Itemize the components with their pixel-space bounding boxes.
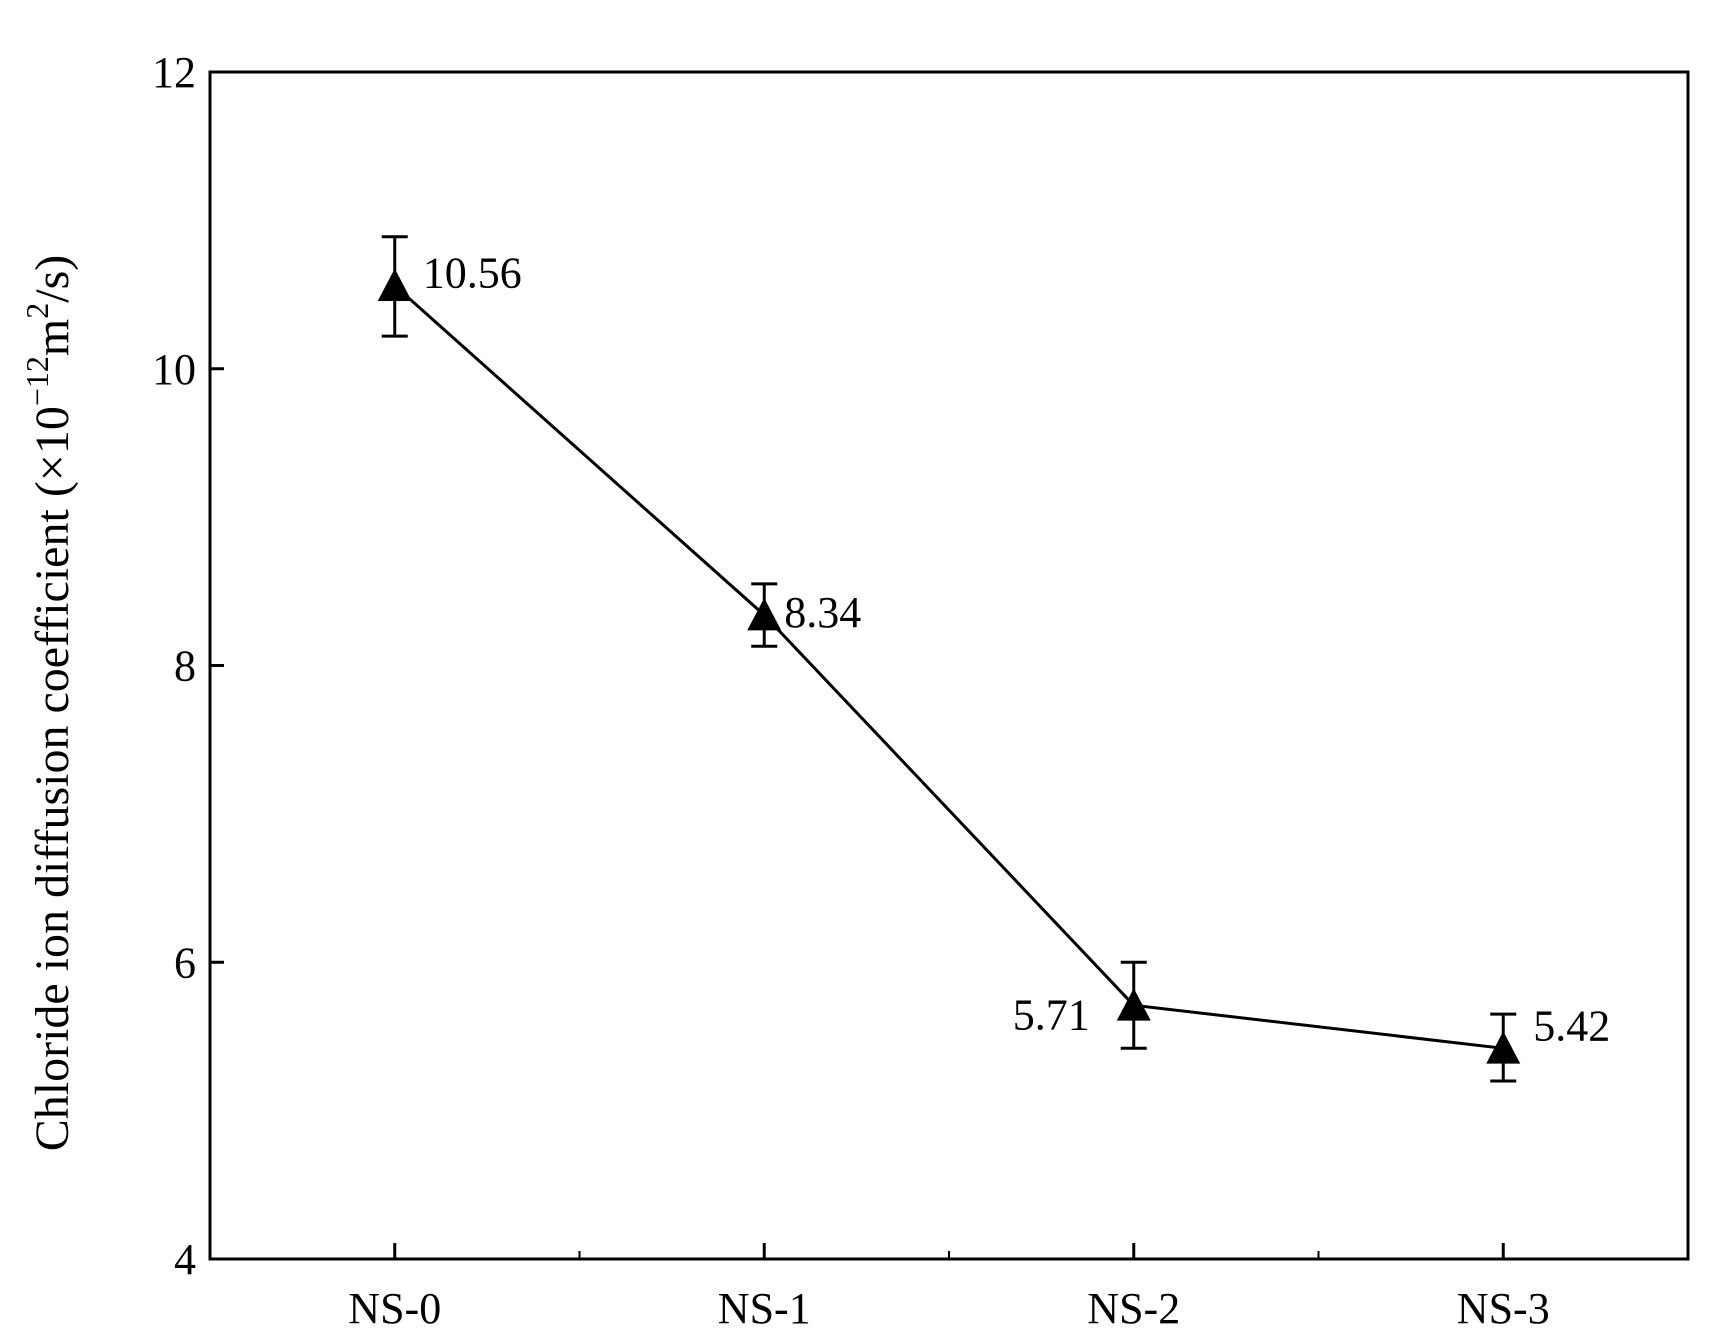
y-axis-label-exp1: −12 (19, 356, 55, 406)
marker-NS-2 (1116, 988, 1151, 1021)
x-tick-label-NS-2: NS-2 (1087, 1284, 1180, 1333)
data-labels: 10.56 8.34 5.71 5.42 (423, 249, 1611, 1051)
y-axis-label-text: Chloride ion diffusion coefficient (×10 (26, 406, 79, 1151)
y-axis-label-end: /s) (26, 255, 79, 303)
data-label-NS-2: 5.71 (1013, 990, 1090, 1039)
y-tick-label-12: 12 (152, 48, 196, 97)
y-tick-label-10: 10 (152, 345, 196, 394)
y-axis-label-exp2: 2 (19, 303, 55, 319)
ticks: 4 6 8 10 12 NS-0 NS-1 NS-2 NS-3 (152, 48, 1550, 1333)
data-series (377, 235, 1521, 1083)
x-tick-label-NS-1: NS-1 (718, 1284, 811, 1333)
marker-NS-3 (1486, 1031, 1521, 1064)
x-tick-label-NS-0: NS-0 (348, 1284, 441, 1333)
y-tick-label-4: 4 (174, 1235, 196, 1284)
marker-NS-0 (377, 268, 412, 301)
data-label-NS-0: 10.56 (423, 249, 522, 298)
data-label-NS-1: 8.34 (784, 588, 861, 637)
y-axis-label: Chloride ion diffusion coefficient (×10−… (19, 255, 79, 1152)
y-tick-label-8: 8 (174, 642, 196, 691)
y-axis-label-mid: m (26, 319, 79, 356)
y-tick-label-6: 6 (174, 938, 196, 987)
x-tick-label-NS-3: NS-3 (1457, 1284, 1550, 1333)
series-line (393, 284, 1504, 1050)
data-label-NS-3: 5.42 (1533, 1001, 1610, 1050)
marker-NS-1 (747, 598, 782, 631)
